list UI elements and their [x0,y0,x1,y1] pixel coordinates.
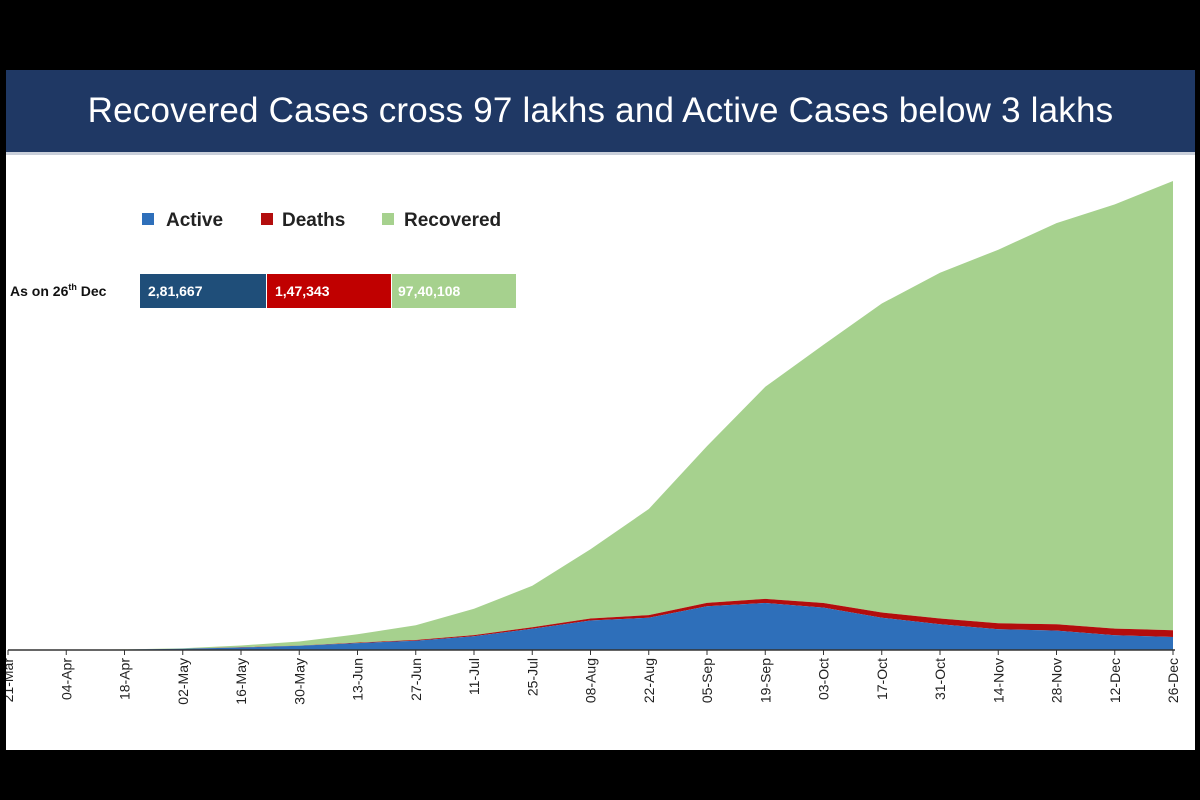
x-tick-label: 31-Oct [932,658,948,700]
recovered-count-value: 97,40,108 [398,283,460,299]
area-active [8,603,1173,650]
as-on-sup: th [68,282,77,292]
legend-swatch-deaths [261,213,273,225]
legend-swatch-active [142,213,154,225]
x-tick-label: 25-Jul [524,658,540,696]
active-count-box [140,274,266,308]
recovered-count-box [392,274,516,308]
x-tick-label: 02-May [175,658,191,705]
area-recovered [8,181,1173,650]
x-tick-label: 17-Oct [874,658,890,700]
x-axis: 21-Mar 04-Apr 18-Apr 02-May 16-May 30-May 13-J… [6,649,1181,705]
deaths-count-box [267,274,391,308]
x-tick-label: 04-Apr [58,658,74,700]
x-tick-label: 03-Oct [816,658,832,700]
x-tick-label: 18-Apr [117,658,133,700]
summary-row: As on 26th Dec 2,81,667 1,47,343 97,40,1… [10,274,516,308]
legend-swatch-recovered [382,213,394,225]
deaths-count-value: 1,47,343 [275,283,330,299]
x-tick-label: 14-Nov [990,658,1006,703]
x-tick-label: 05-Sep [699,658,715,703]
legend-label-active: Active [166,210,223,231]
active-count-value: 2,81,667 [148,283,203,299]
x-tick-label: 11-Jul [466,658,482,695]
slide: 21-Mar 04-Apr 18-Apr 02-May 16-May 30-May 13-J… [6,70,1195,750]
x-tick-label: 30-May [291,658,307,705]
stacked-area-chart: 21-Mar 04-Apr 18-Apr 02-May 16-May 30-May 13-J… [6,181,1181,705]
x-tick-label: 13-Jun [350,658,366,701]
x-tick-label: 21-Mar [6,658,16,703]
legend: Active Deaths Recovered [142,210,501,231]
x-tick-label: 26-Dec [1165,658,1181,703]
x-tick-label: 12-Dec [1107,658,1123,703]
chart-areas [8,181,1173,650]
x-tick-label: 28-Nov [1049,658,1065,703]
as-on-label: As on 26th Dec [10,282,107,299]
x-tick-label: 19-Sep [757,658,773,703]
x-tick-label: 27-Jun [408,658,424,701]
x-tick-label: 16-May [233,658,249,705]
page-title: Recovered Cases cross 97 lakhs and Activ… [87,91,1114,130]
x-tick-label: 08-Aug [583,658,599,703]
legend-label-deaths: Deaths [282,210,345,231]
legend-label-recovered: Recovered [404,210,501,231]
x-tick-label: 22-Aug [641,658,657,703]
title-bar: Recovered Cases cross 97 lakhs and Activ… [6,70,1195,155]
